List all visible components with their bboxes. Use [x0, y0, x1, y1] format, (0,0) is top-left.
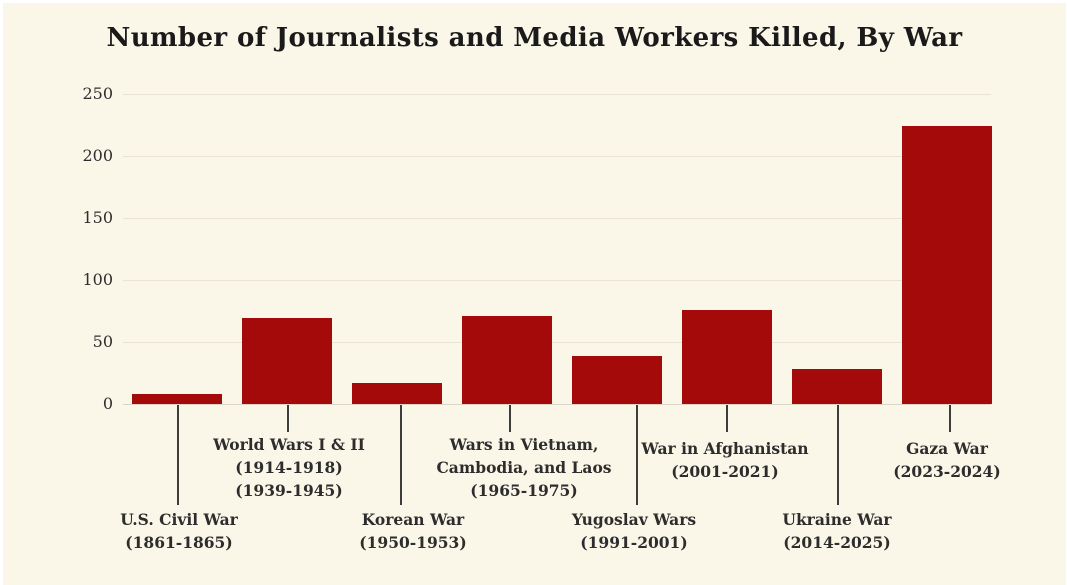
leader-line-world-wars-i-and-ii	[287, 405, 289, 432]
y-axis-tick-label-150: 150	[82, 207, 113, 227]
bar-korean-war	[352, 382, 442, 404]
category-label-line: Gaza War	[906, 439, 988, 458]
bar-yugoslav-wars	[572, 355, 662, 404]
chart-title: Number of Journalists and Media Workers …	[106, 23, 963, 53]
gridline-y-50	[123, 341, 991, 343]
category-label-line: (1914-1918)	[235, 458, 343, 477]
category-label-line: (2014-2025)	[783, 533, 891, 552]
bar-us-civil-war	[132, 394, 222, 404]
category-label-line: Yugoslav Wars	[571, 510, 697, 529]
category-label-world-wars-i-and-ii: World Wars I & II (1914-1918) (1939-1945)	[169, 433, 409, 502]
category-label-line: Ukraine War	[782, 510, 892, 529]
y-axis-tick-label-100: 100	[82, 269, 113, 289]
category-label-us-civil-war: U.S. Civil War (1861-1865)	[59, 508, 299, 554]
leader-line-us-civil-war	[177, 405, 179, 505]
category-label-war-in-afghanistan: War in Afghanistan (2001-2021)	[605, 437, 845, 483]
bar-ukraine-war	[792, 369, 882, 404]
x-axis-line	[123, 404, 991, 405]
bar-gaza-war	[902, 125, 992, 404]
y-axis-tick-label-200: 200	[82, 145, 113, 165]
category-label-line: War in Afghanistan	[641, 439, 809, 458]
leader-line-korean-war	[400, 405, 402, 505]
leader-line-gaza-war	[949, 405, 951, 432]
category-label-ukraine-war: Ukraine War (2014-2025)	[717, 508, 957, 554]
category-label-line: (1950-1953)	[359, 533, 467, 552]
category-label-line: World Wars I & II	[213, 435, 365, 454]
bar-wars-in-vietnam-cambodia-laos	[462, 315, 552, 404]
leader-line-ukraine-war	[837, 405, 839, 505]
category-label-line: (1965-1975)	[470, 481, 578, 500]
bar-war-in-afghanistan	[682, 309, 772, 404]
category-label-line: Korean War	[361, 510, 465, 529]
category-label-line: Wars in Vietnam,	[449, 435, 599, 454]
category-label-yugoslav-wars: Yugoslav Wars (1991-2001)	[514, 508, 754, 554]
leader-line-wars-in-vietnam-cambodia-laos	[509, 405, 511, 432]
category-label-line: (1861-1865)	[125, 533, 233, 552]
leader-line-war-in-afghanistan	[726, 405, 728, 432]
category-label-line: (1939-1945)	[235, 481, 343, 500]
gridline-y-100	[123, 279, 991, 281]
gridline-y-150	[123, 217, 991, 219]
category-label-gaza-war: Gaza War (2023-2024)	[827, 437, 1067, 483]
category-label-line: (1991-2001)	[580, 533, 688, 552]
category-label-line: Cambodia, and Laos	[436, 458, 612, 477]
category-label-line: (2001-2021)	[671, 462, 779, 481]
y-axis-tick-label-250: 250	[82, 83, 113, 103]
y-axis-tick-label-0: 0	[102, 394, 113, 413]
category-label-wars-in-vietnam-cambodia-laos: Wars in Vietnam, Cambodia, and Laos (1965-…	[404, 433, 644, 502]
category-label-line: U.S. Civil War	[120, 510, 238, 529]
category-label-line: (2023-2024)	[893, 462, 1001, 481]
gridline-y-250	[123, 93, 991, 95]
y-axis-tick-label-50: 50	[92, 331, 113, 351]
gridline-y-200	[123, 155, 991, 157]
bar-world-wars-i-and-ii	[242, 318, 332, 404]
leader-line-yugoslav-wars	[636, 405, 638, 505]
category-label-korean-war: Korean War (1950-1953)	[293, 508, 533, 554]
